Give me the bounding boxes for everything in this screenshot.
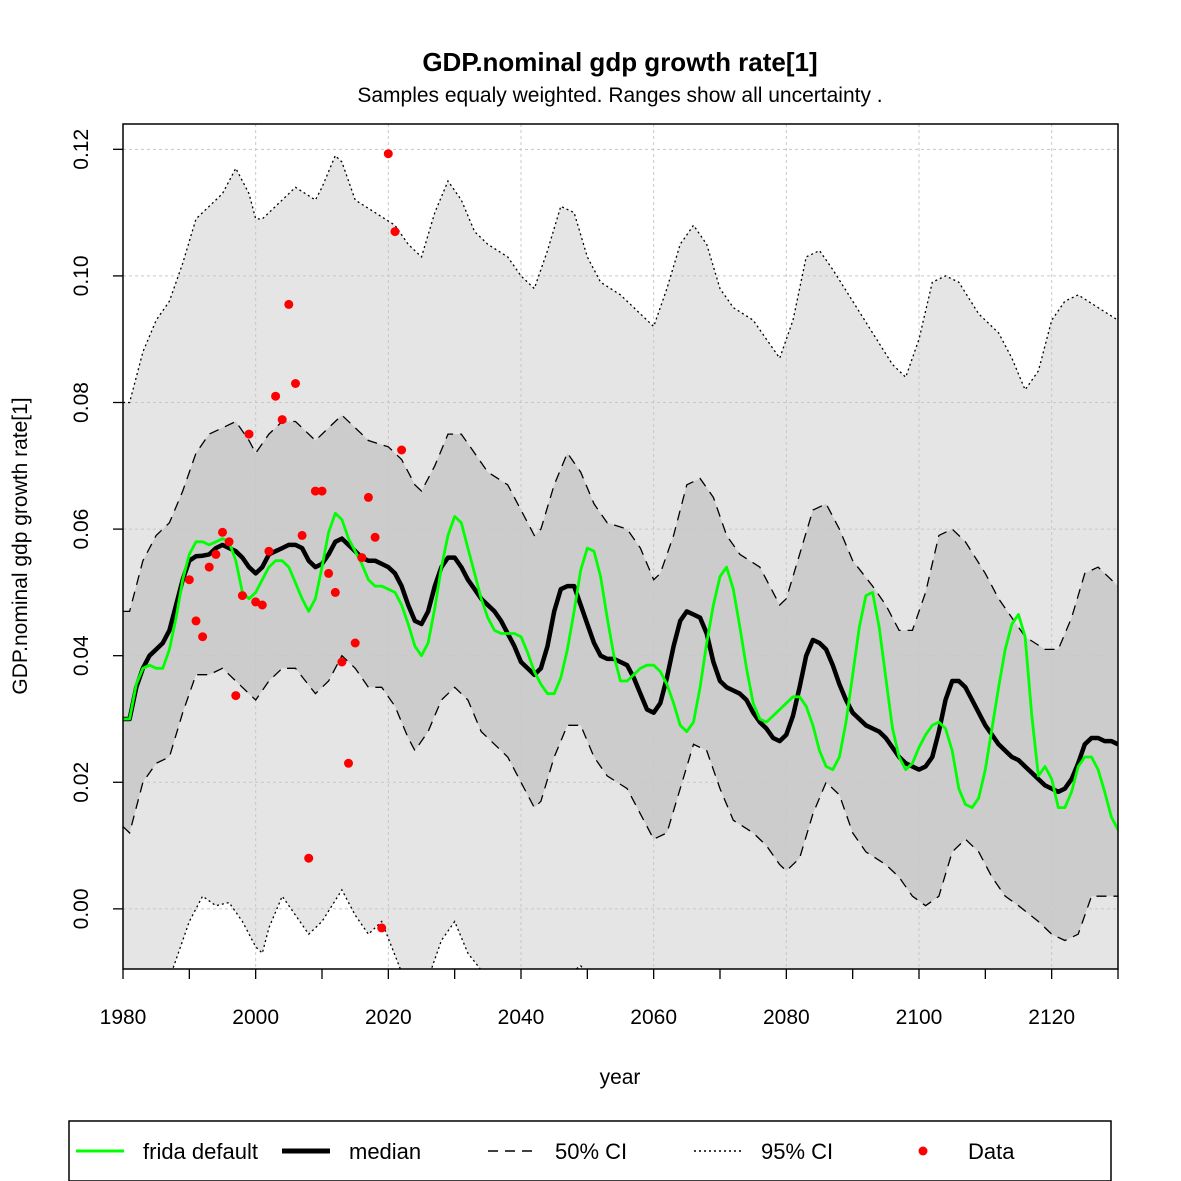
data-point: [231, 691, 241, 701]
line-50-ci-upper: [123, 414, 1118, 651]
y-tick-label: 0.10: [70, 255, 93, 296]
data-point: [191, 616, 201, 626]
data-point: [257, 600, 267, 610]
line-95-ci-lower: [172, 888, 585, 969]
data-point: [397, 445, 407, 455]
legend-data-label: Data: [968, 1139, 1015, 1164]
data-point: [237, 591, 247, 601]
legend-95ci-label: 95% CI: [761, 1139, 833, 1164]
y-axis-label: GDP.nominal gdp growth rate[1]: [9, 397, 32, 694]
x-tick-label: 2120: [1028, 1006, 1075, 1029]
x-tick-label: 2080: [763, 1006, 810, 1029]
legend-50ci-label: 50% CI: [555, 1139, 627, 1164]
data-point: [271, 391, 281, 401]
data-point: [324, 568, 334, 578]
legend-frida-label: frida default: [143, 1139, 258, 1164]
x-axis-label: year: [600, 1066, 641, 1089]
line-median: [123, 536, 1118, 795]
data-point: [344, 758, 353, 768]
data-point: [370, 532, 380, 542]
data-point: [284, 299, 294, 309]
legend-median-label: median: [349, 1139, 421, 1164]
data-points: [184, 149, 407, 933]
x-tick-label: 2100: [896, 1006, 943, 1029]
data-point: [244, 429, 254, 439]
y-tick-label: 0.06: [70, 509, 93, 550]
y-tick-label: 0.02: [70, 762, 93, 803]
plot-area: [123, 124, 1118, 969]
main-lines: [123, 511, 1118, 831]
x-tick-label: 2060: [630, 1006, 677, 1029]
data-point: [357, 553, 367, 563]
y-tick-label: 0.08: [70, 382, 93, 423]
x-tick-label: 2000: [232, 1006, 279, 1029]
line-95-ci-upper: [123, 154, 1118, 404]
x-tick-label: 2020: [365, 1006, 412, 1029]
y-axis: 0.00 0.02 0.04 0.06 0.08 0.10 0.12: [70, 129, 123, 929]
line-50-ci-lower: [123, 654, 1118, 942]
plot-frame: [122, 123, 1119, 970]
y-tick-label: 0.04: [70, 635, 93, 676]
chart-title: GDP.nominal gdp growth rate[1]: [422, 47, 817, 77]
legend-data-swatch: [918, 1146, 928, 1156]
line-frida-default: [123, 511, 1118, 831]
data-point: [337, 657, 347, 667]
data-point: [377, 923, 387, 933]
chart-subtitle: Samples equaly weighted. Ranges show all…: [357, 84, 882, 107]
legend: frida default median 50% CI 95% CI Data: [68, 1120, 1112, 1181]
data-point: [383, 149, 393, 159]
data-point: [297, 530, 307, 540]
x-tick-label: 2040: [498, 1006, 545, 1029]
x-tick-label: 1980: [100, 1006, 147, 1029]
data-point: [204, 562, 214, 572]
y-tick-label: 0.12: [70, 129, 93, 170]
y-tick-label: 0.00: [70, 888, 93, 929]
data-point: [310, 486, 320, 496]
data-point: [291, 379, 300, 388]
legend-box: [68, 1120, 1112, 1181]
data-point: [198, 632, 208, 642]
x-axis: 1980 2000 2020 2040 2060 2080 2100 2120: [100, 969, 1119, 1029]
grid: [123, 124, 1118, 969]
data-point: [390, 227, 400, 237]
data-point: [350, 638, 360, 648]
data-point: [224, 537, 234, 547]
data-point: [330, 587, 340, 597]
data-point: [264, 546, 274, 556]
data-point: [211, 549, 221, 559]
data-point: [304, 853, 314, 863]
ci-lines: [123, 154, 1118, 969]
data-point: [317, 486, 327, 496]
uncertainty-bands: [123, 155, 1118, 969]
data-point: [184, 575, 194, 585]
data-point: [363, 492, 373, 502]
data-point: [218, 527, 227, 537]
data-point: [277, 415, 287, 425]
